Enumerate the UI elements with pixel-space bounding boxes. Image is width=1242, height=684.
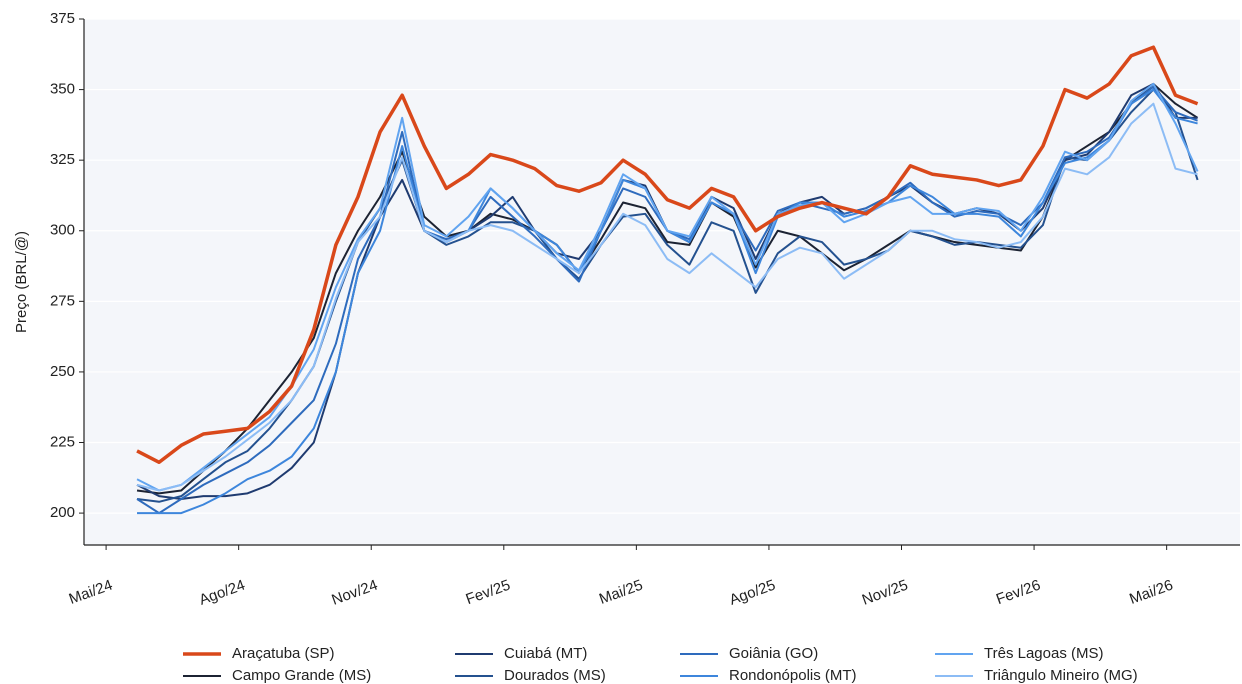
x-tick-label: Nov/25 [860, 577, 910, 609]
x-tick-label: Ago/24 [197, 577, 247, 609]
y-axis-label: Preço (BRL/@) [13, 231, 30, 333]
plot-area [84, 19, 1240, 545]
legend-label: Campo Grande (MS) [232, 667, 371, 684]
y-tick-label: 300 [50, 222, 75, 239]
legend-label: Dourados (MS) [504, 667, 606, 684]
x-tick-label: Nov/24 [329, 577, 379, 609]
legend-label: Rondonópolis (MT) [729, 667, 857, 684]
y-tick-label: 375 [50, 10, 75, 27]
x-tick-label: Mai/24 [67, 577, 115, 608]
series-line [136, 102, 1198, 492]
legend-label: Araçatuba (SP) [232, 645, 335, 662]
series-line [136, 82, 1199, 492]
y-tick-label: 225 [50, 433, 75, 450]
y-tick-label: 250 [50, 363, 75, 380]
legend-label: Cuiabá (MT) [504, 645, 587, 662]
x-tick-label: Ago/25 [727, 577, 777, 609]
series-line [136, 82, 1199, 495]
legend-label: Três Lagoas (MS) [984, 645, 1103, 662]
series-line [136, 45, 1199, 465]
y-tick-label: 200 [50, 504, 75, 521]
x-tick-label: Fev/25 [464, 577, 513, 609]
x-tick-label: Fev/26 [994, 577, 1043, 609]
y-tick-label: 325 [50, 151, 75, 168]
y-tick-label: 350 [50, 81, 75, 98]
legend-label: Goiânia (GO) [729, 645, 818, 662]
y-tick-label: 275 [50, 292, 75, 309]
x-tick-label: Mai/26 [1127, 577, 1175, 608]
x-tick-label: Mai/25 [597, 577, 645, 608]
legend-label: Triângulo Mineiro (MG) [984, 667, 1138, 684]
